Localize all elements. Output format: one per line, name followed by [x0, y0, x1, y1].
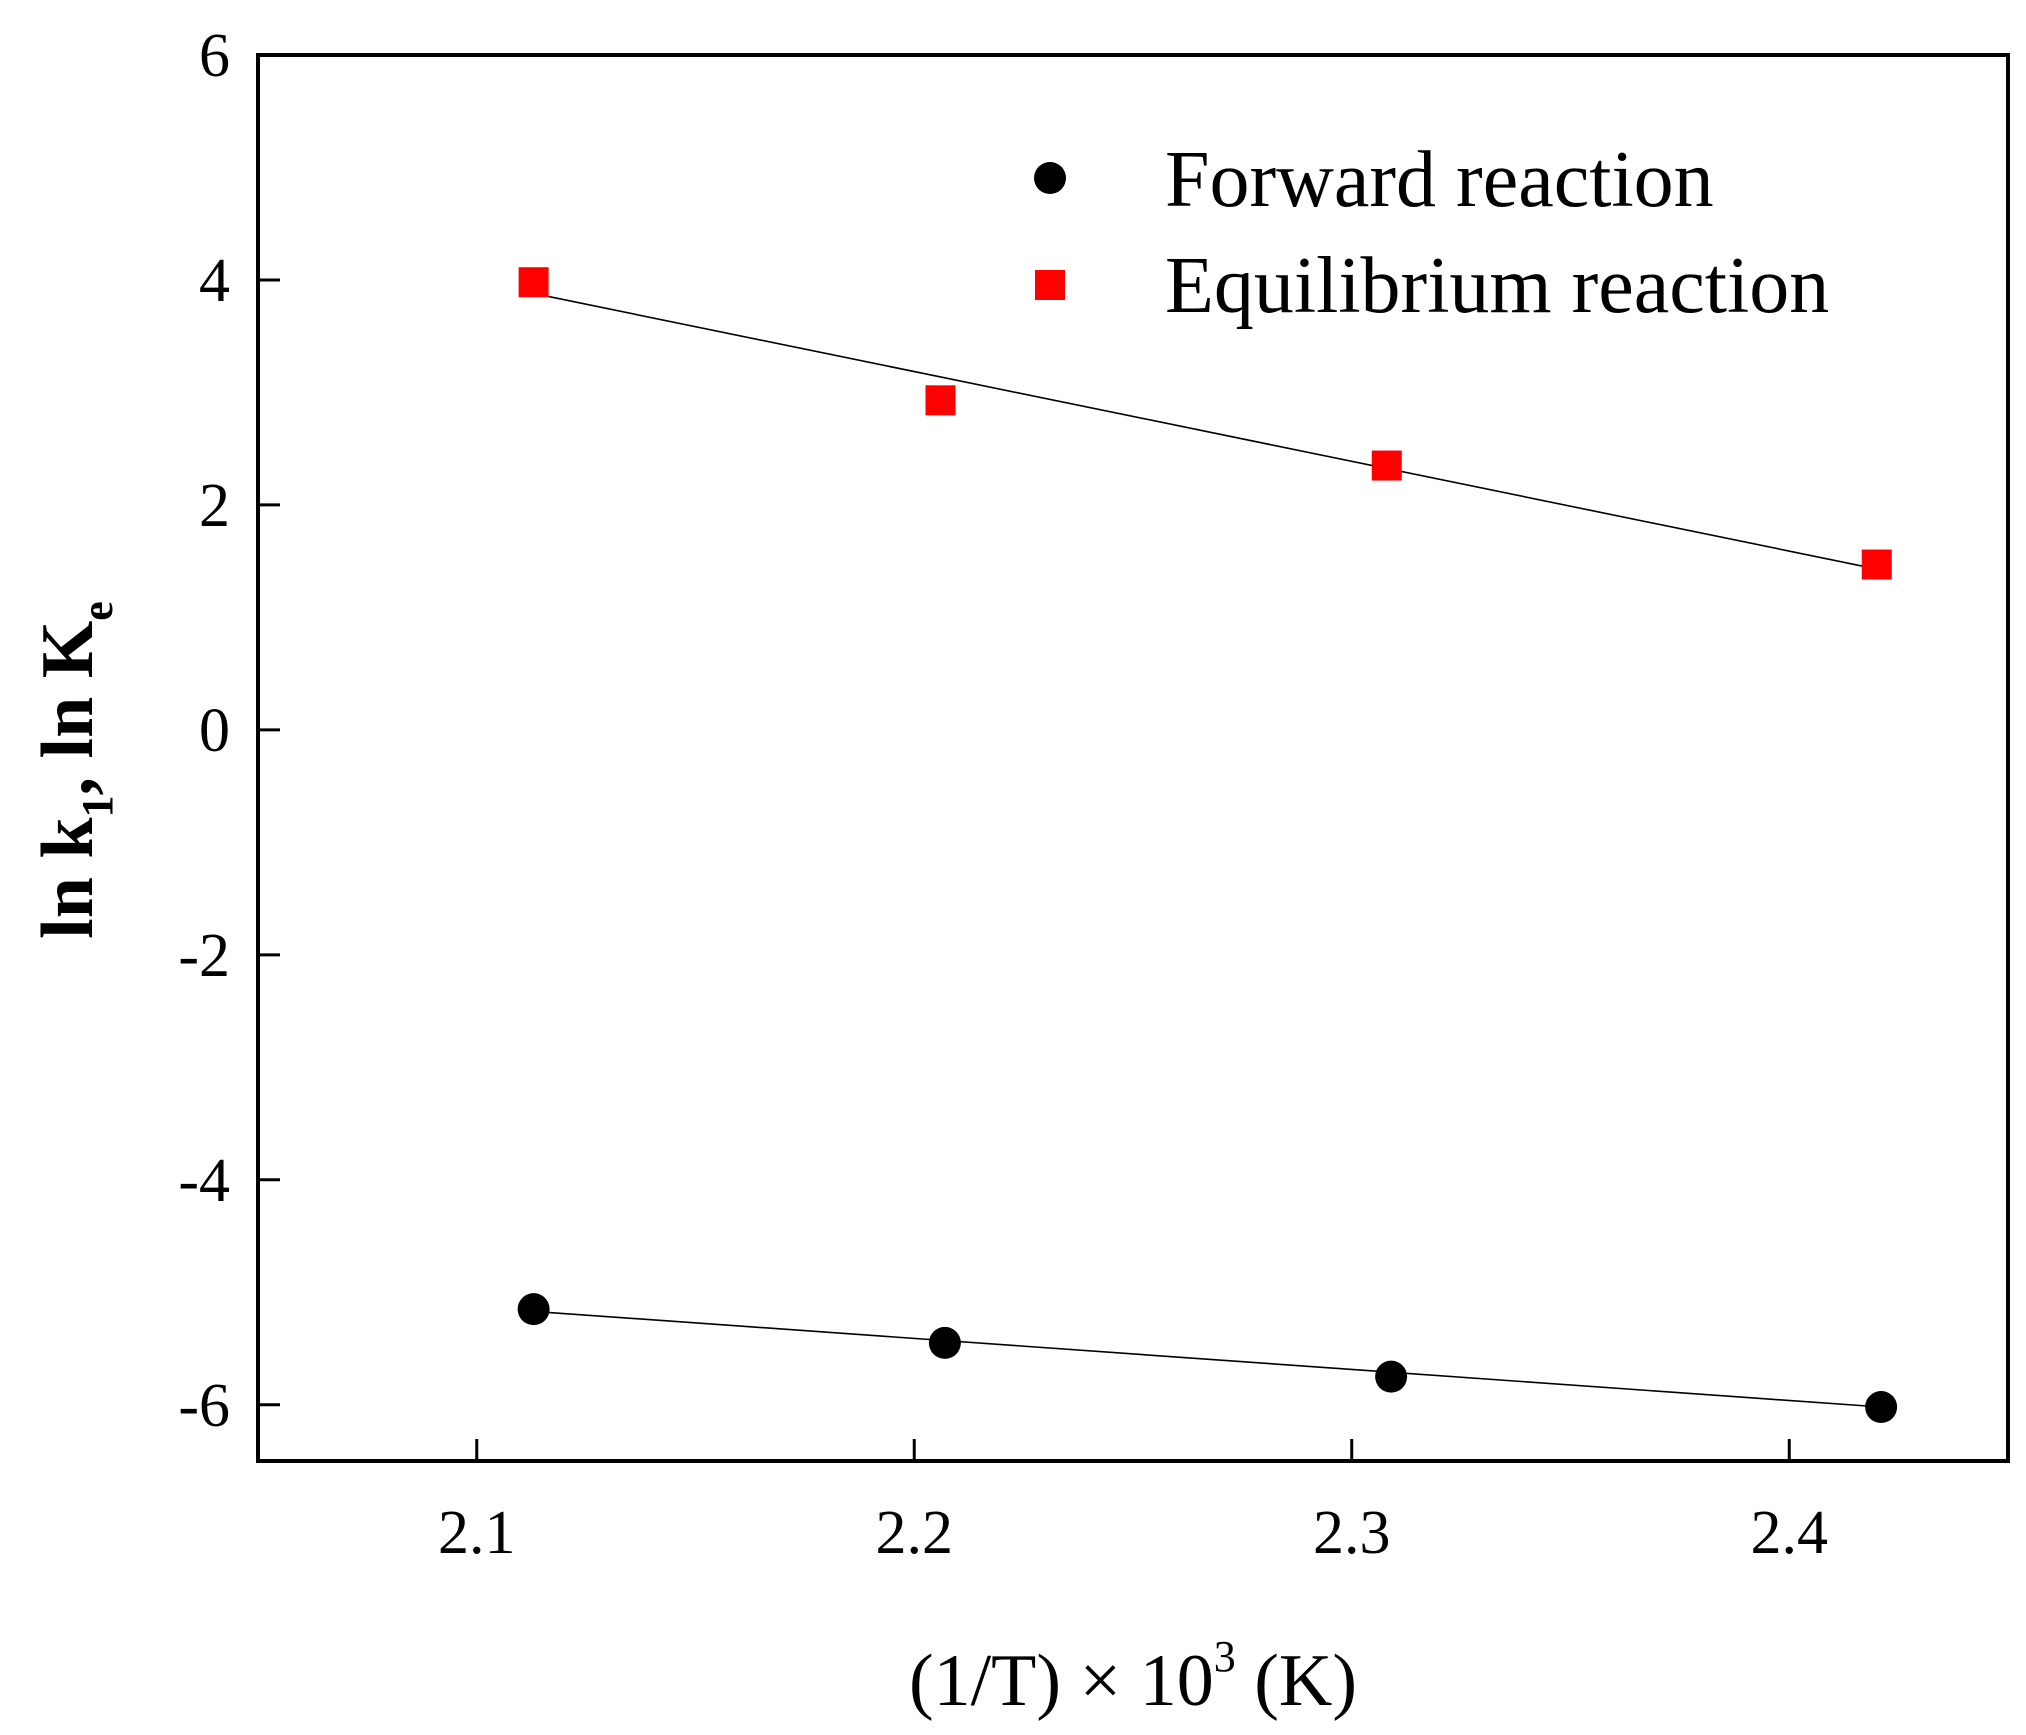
legend: Forward reaction Equilibrium reaction [1034, 136, 1829, 330]
equilibrium-reaction-point [518, 267, 549, 298]
x-axis-title-main: (1/T) × 10 [909, 1640, 1214, 1722]
y-tick-label: 2 [199, 472, 230, 540]
equilibrium-reaction-point [925, 385, 956, 416]
forward-reaction-fit-line [533, 1310, 1882, 1408]
y-tick-label: 0 [199, 697, 230, 765]
forward-reaction-point [1865, 1391, 1898, 1424]
y-tick-label: 4 [199, 247, 230, 315]
x-axis-title: (1/T) × 103 (K) [909, 1632, 1357, 1722]
x-tick-label: 2.2 [876, 1499, 954, 1567]
y-axis-title-subscript-e: e [73, 601, 122, 621]
plot-frame [256, 53, 2010, 1463]
y-axis-title: ln k1, ln Ke [27, 601, 122, 939]
legend-forward-label: Forward reaction [1165, 136, 1714, 224]
x-axis-title-unit: (K) [1236, 1640, 1357, 1722]
equilibrium-reaction-point [1371, 450, 1402, 481]
legend-forward-marker [1034, 162, 1066, 194]
y-tick-label: -4 [178, 1147, 230, 1215]
equilibrium-reaction-fit-line [533, 292, 1877, 570]
fit-lines [533, 292, 1882, 1408]
y-tick-label: -6 [178, 1372, 230, 1440]
x-tick-label: 2.3 [1313, 1499, 1391, 1567]
x-axis-title-superscript: 3 [1214, 1632, 1236, 1681]
y-axis-title-middle: , ln K [27, 621, 109, 796]
legend-equilibrium-marker [1035, 270, 1065, 300]
legend-equilibrium-label: Equilibrium reaction [1165, 242, 1829, 330]
x-tick-label: 2.4 [1751, 1499, 1829, 1567]
y-axis-title-main: ln k [27, 817, 109, 939]
x-axis-ticks: 2.1 2.2 2.3 2.4 [438, 1439, 1828, 1567]
y-axis-ticks: -6 -4 -2 0 2 4 6 [178, 22, 280, 1440]
forward-reaction-point [928, 1326, 961, 1359]
y-tick-label: 6 [199, 22, 230, 90]
forward-reaction-point [1375, 1360, 1408, 1393]
y-axis-title-subscript-1: 1 [73, 795, 122, 817]
forward-reaction-point [517, 1293, 550, 1326]
x-tick-label: 2.1 [438, 1499, 516, 1567]
y-tick-label: -2 [178, 922, 230, 990]
data-markers [517, 267, 1898, 1424]
equilibrium-reaction-point [1861, 549, 1892, 580]
